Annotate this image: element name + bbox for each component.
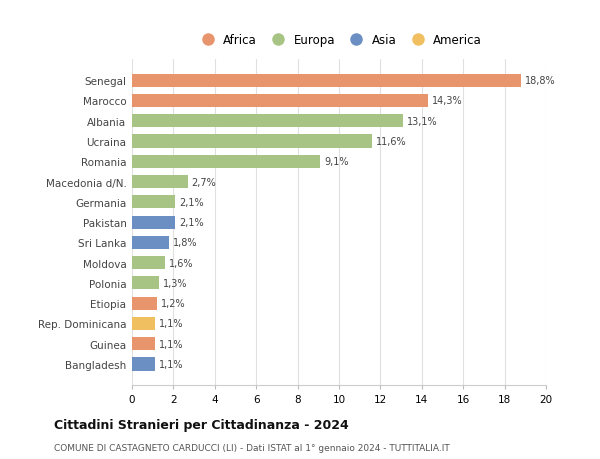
Bar xyxy=(132,196,175,209)
Bar xyxy=(132,74,521,88)
Text: 1,1%: 1,1% xyxy=(158,339,183,349)
Text: 1,3%: 1,3% xyxy=(163,278,187,288)
Text: 14,3%: 14,3% xyxy=(432,96,463,106)
Bar xyxy=(132,257,165,269)
Bar xyxy=(132,317,155,330)
Text: Cittadini Stranieri per Cittadinanza - 2024: Cittadini Stranieri per Cittadinanza - 2… xyxy=(54,419,349,431)
Bar xyxy=(132,358,155,371)
Text: 2,1%: 2,1% xyxy=(179,197,204,207)
Bar xyxy=(132,277,159,290)
Text: 2,7%: 2,7% xyxy=(191,177,217,187)
Bar xyxy=(132,156,320,168)
Text: 1,1%: 1,1% xyxy=(158,319,183,329)
Text: 18,8%: 18,8% xyxy=(525,76,556,86)
Legend: Africa, Europa, Asia, America: Africa, Europa, Asia, America xyxy=(191,30,487,52)
Text: 1,1%: 1,1% xyxy=(158,359,183,369)
Text: 1,2%: 1,2% xyxy=(161,298,185,308)
Text: 11,6%: 11,6% xyxy=(376,137,406,147)
Bar xyxy=(132,115,403,128)
Text: 1,8%: 1,8% xyxy=(173,238,197,248)
Bar xyxy=(132,135,372,148)
Text: 9,1%: 9,1% xyxy=(324,157,349,167)
Text: 13,1%: 13,1% xyxy=(407,117,437,127)
Bar xyxy=(132,216,175,229)
Bar xyxy=(132,297,157,310)
Bar xyxy=(132,236,169,249)
Text: 1,6%: 1,6% xyxy=(169,258,193,268)
Text: COMUNE DI CASTAGNETO CARDUCCI (LI) - Dati ISTAT al 1° gennaio 2024 - TUTTITALIA.: COMUNE DI CASTAGNETO CARDUCCI (LI) - Dat… xyxy=(54,443,450,452)
Text: 2,1%: 2,1% xyxy=(179,218,204,228)
Bar xyxy=(132,337,155,351)
Bar xyxy=(132,95,428,108)
Bar xyxy=(132,176,188,189)
